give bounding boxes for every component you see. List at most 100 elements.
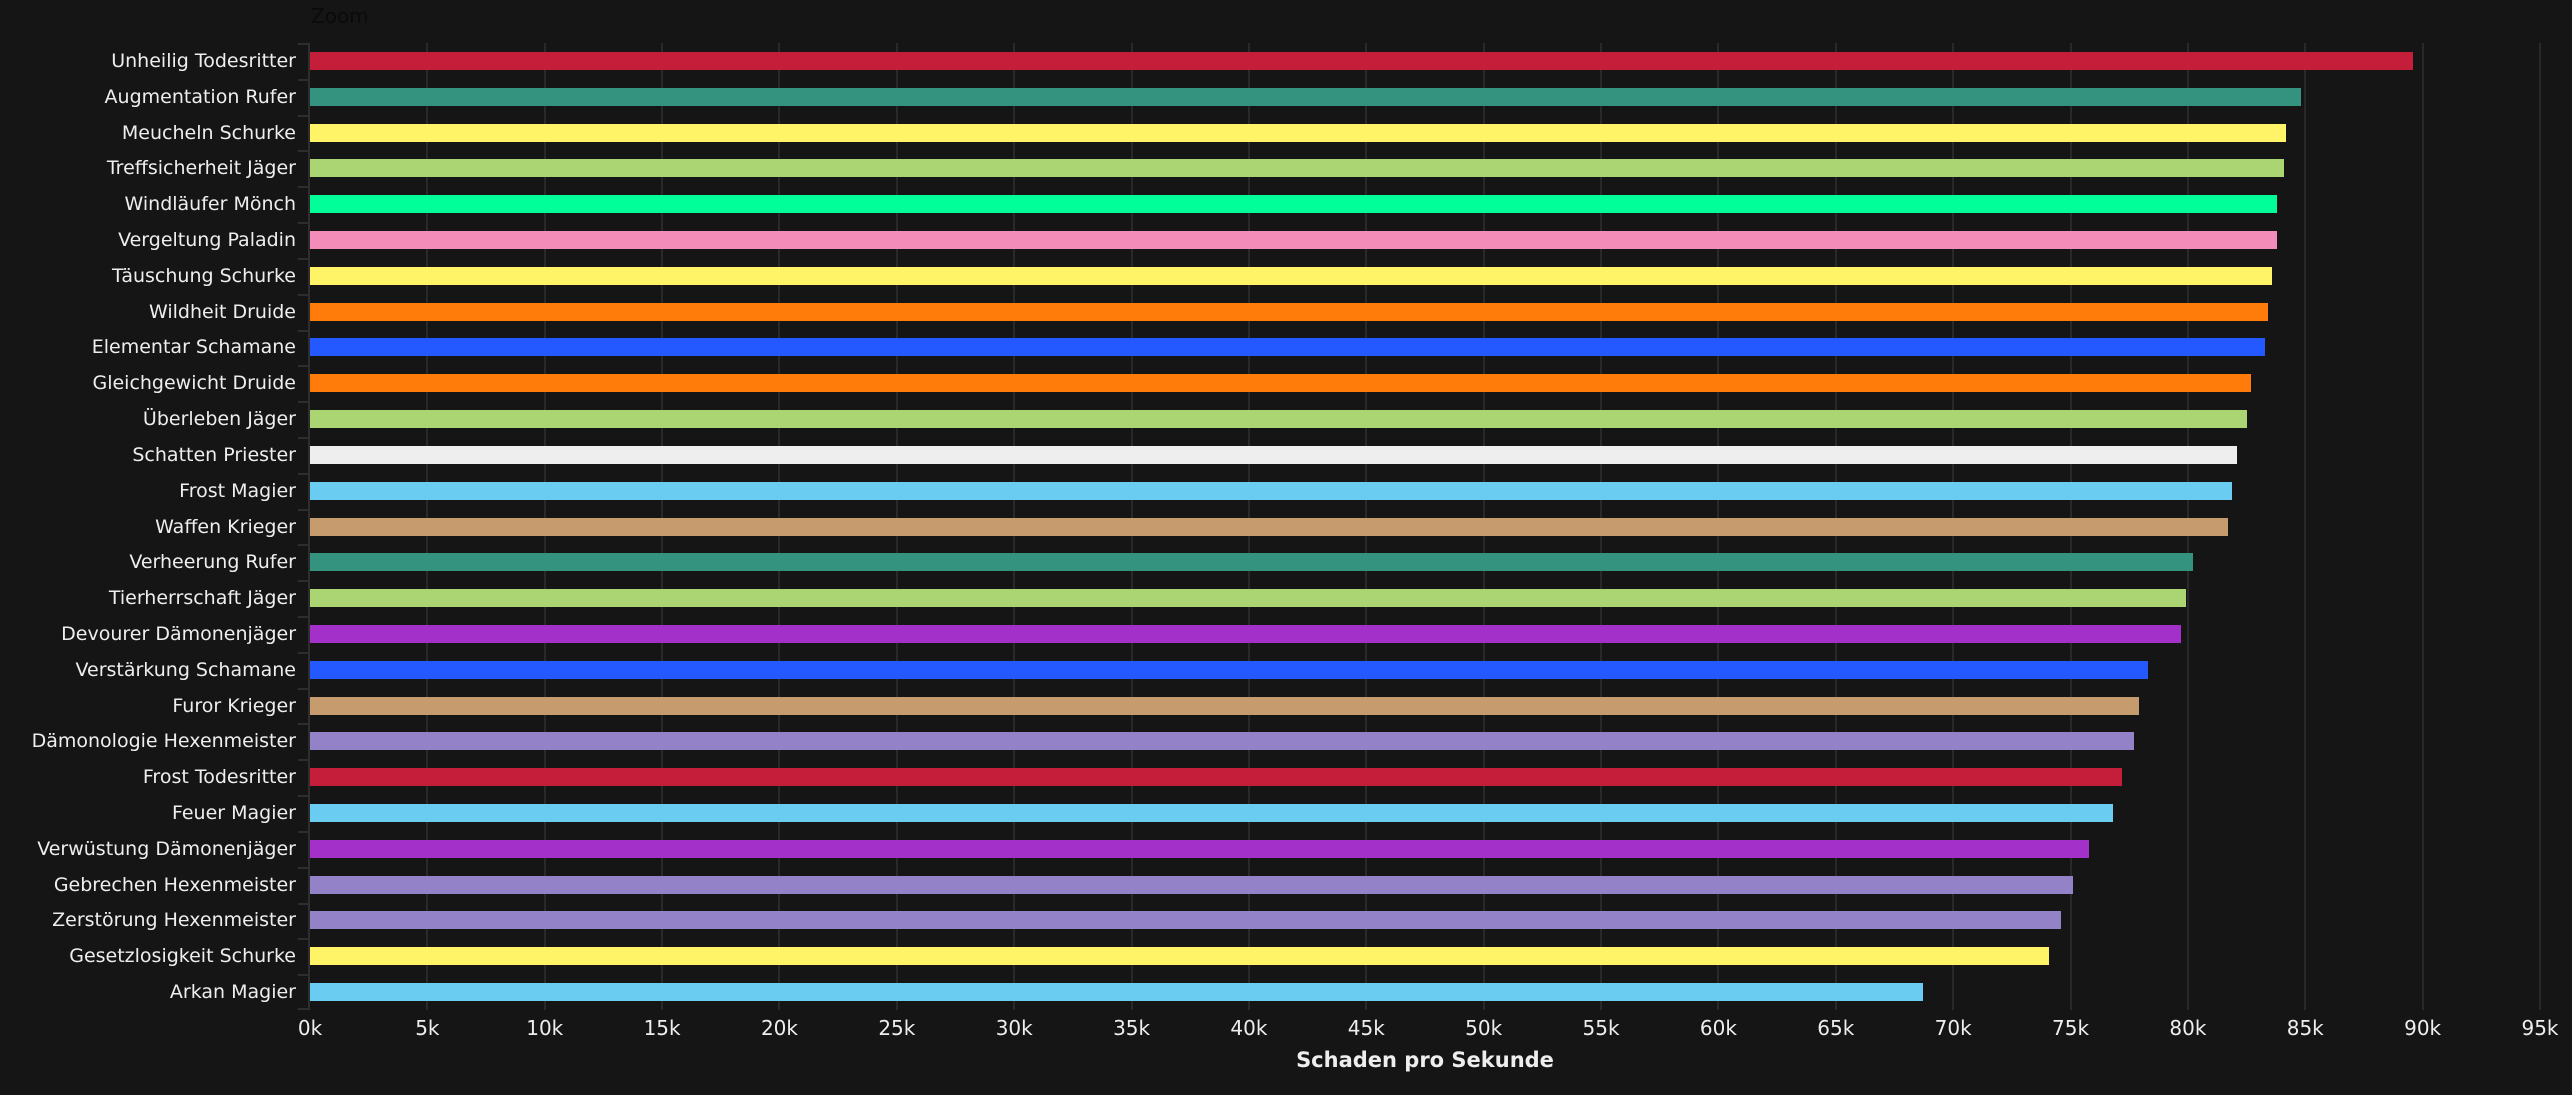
y-category-label: Zerstörung Hexenmeister	[52, 909, 296, 932]
x-tick-label: 90k	[2404, 1016, 2442, 1040]
bar[interactable]	[310, 230, 2278, 249]
y-tick	[298, 651, 308, 654]
plot-area	[310, 43, 2541, 1010]
y-category-label: Tierherrschaft Jäger	[108, 587, 296, 610]
y-tick	[298, 222, 308, 225]
bar[interactable]	[310, 660, 2148, 679]
zoom-button[interactable]: Zoom	[311, 4, 369, 28]
bar[interactable]	[310, 481, 2233, 500]
y-category-label: Arkan Magier	[169, 981, 296, 1004]
bar[interactable]	[310, 589, 2186, 608]
y-category-label: Meucheln Schurke	[121, 121, 296, 144]
bar[interactable]	[310, 911, 2062, 930]
x-tick-label: 75k	[2052, 1016, 2090, 1040]
gridline	[2304, 43, 2307, 1010]
gridline	[2421, 43, 2424, 1010]
y-tick	[298, 436, 308, 439]
x-tick-label: 45k	[1347, 1016, 1385, 1040]
y-tick	[298, 472, 308, 475]
x-tick-label: 65k	[1817, 1016, 1855, 1040]
bar[interactable]	[310, 696, 2139, 715]
y-category-label: Furor Krieger	[172, 694, 296, 717]
x-tick-label: 85k	[2286, 1016, 2324, 1040]
y-tick	[298, 78, 308, 81]
y-category-label: Treffsicherheit Jäger	[106, 157, 296, 180]
bar[interactable]	[310, 804, 2113, 823]
bar[interactable]	[310, 51, 2414, 70]
bar[interactable]	[310, 410, 2247, 429]
y-tick	[298, 365, 308, 368]
y-category-label: Devourer Dämonenjäger	[61, 622, 296, 645]
y-category-label: Elementar Schamane	[91, 336, 296, 359]
bar[interactable]	[310, 159, 2285, 178]
bar[interactable]	[310, 517, 2228, 536]
y-category-label: Gleichgewicht Druide	[92, 372, 296, 395]
y-category-label: Überleben Jäger	[142, 408, 296, 431]
y-tick	[298, 401, 308, 404]
x-tick-label: 5k	[415, 1016, 440, 1040]
y-category-label: Vergeltung Paladin	[118, 228, 296, 251]
x-tick-label: 60k	[1699, 1016, 1737, 1040]
y-tick	[298, 687, 308, 690]
bar[interactable]	[310, 947, 2050, 966]
y-tick	[298, 616, 308, 619]
x-tick-label: 70k	[1934, 1016, 1972, 1040]
y-category-label: Verheerung Rufer	[129, 551, 296, 574]
x-tick-label: 40k	[1230, 1016, 1268, 1040]
x-tick-label: 15k	[643, 1016, 681, 1040]
bar[interactable]	[310, 123, 2287, 142]
y-category-label: Schatten Priester	[132, 443, 296, 466]
x-tick-label: 35k	[1113, 1016, 1151, 1040]
y-category-label: Verwüstung Dämonenjäger	[37, 837, 296, 860]
y-tick	[298, 508, 308, 511]
y-category-label: Gesetzlosigkeit Schurke	[69, 945, 296, 968]
bar[interactable]	[310, 195, 2278, 214]
bar[interactable]	[310, 732, 2134, 751]
bar[interactable]	[310, 839, 2090, 858]
x-tick-label: 95k	[2521, 1016, 2559, 1040]
y-tick	[298, 293, 308, 296]
x-tick-label: 20k	[760, 1016, 798, 1040]
y-category-label: Verstärkung Schamane	[75, 658, 296, 681]
y-tick	[298, 723, 308, 726]
y-tick	[298, 150, 308, 153]
y-tick	[298, 866, 308, 869]
x-tick-label: 25k	[878, 1016, 916, 1040]
y-tick	[298, 938, 308, 941]
bar[interactable]	[310, 87, 2301, 106]
bar[interactable]	[310, 553, 2193, 572]
y-category-label: Frost Todesritter	[142, 766, 296, 789]
x-tick-label: 10k	[526, 1016, 564, 1040]
x-tick-label: 30k	[995, 1016, 1033, 1040]
y-tick	[298, 759, 308, 762]
x-axis-title: Schaden pro Sekunde	[1296, 1048, 1554, 1072]
bar[interactable]	[310, 875, 2073, 894]
y-category-label: Augmentation Rufer	[104, 85, 296, 108]
gridline	[2539, 43, 2541, 1010]
x-tick-label: 55k	[1582, 1016, 1620, 1040]
bar[interactable]	[310, 266, 2273, 285]
y-tick	[298, 257, 308, 260]
y-category-label: Windläufer Mönch	[124, 193, 297, 216]
bar[interactable]	[310, 338, 2266, 357]
bar[interactable]	[310, 302, 2268, 321]
y-tick	[298, 830, 308, 833]
y-axis-line	[308, 43, 310, 1010]
bar[interactable]	[310, 374, 2252, 393]
bar[interactable]	[310, 624, 2181, 643]
y-tick	[298, 544, 308, 547]
y-tick	[298, 114, 308, 117]
bar[interactable]	[310, 983, 1923, 1002]
x-tick-label: 0k	[297, 1016, 323, 1040]
y-tick	[298, 43, 308, 45]
x-tick-label: 80k	[2169, 1016, 2207, 1040]
y-tick	[298, 580, 308, 583]
y-tick	[298, 974, 308, 977]
bar[interactable]	[310, 768, 2123, 787]
y-category-label: Gebrechen Hexenmeister	[53, 873, 296, 896]
y-tick	[298, 902, 308, 905]
y-tick	[298, 1008, 308, 1010]
bar[interactable]	[310, 445, 2238, 464]
y-category-label: Wildheit Druide	[149, 300, 296, 323]
